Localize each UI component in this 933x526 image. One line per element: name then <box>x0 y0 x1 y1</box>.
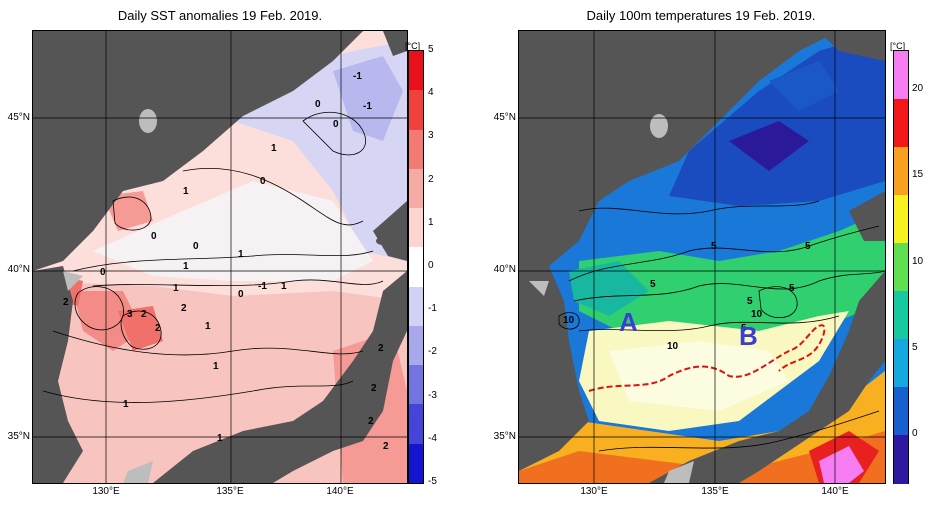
contour-label: -1 <box>353 71 362 82</box>
sst-colorbar-segment <box>409 51 423 91</box>
temp-colorbar-segment <box>894 51 908 100</box>
contour-label: 1 <box>183 186 189 197</box>
lon-label: 130°E <box>92 486 120 497</box>
sst-anomaly-map: -1 -1 0 0 1 0 1 1 0 0 2 1 1 0 -1 1 2 3 2… <box>32 30 408 484</box>
lat-label: 40°N <box>7 264 30 275</box>
lat-label: 35°N <box>7 431 30 442</box>
marker-a: A <box>619 307 638 337</box>
sst-colorbar-segment <box>409 443 423 484</box>
sst-colorbar-tick: -4 <box>428 432 437 444</box>
contour-label: 1 <box>217 433 223 444</box>
sst-colorbar-segment <box>409 325 423 366</box>
temp-100m-colorbar <box>893 50 909 484</box>
contour-label: 0 <box>333 119 339 130</box>
contour-label: 1 <box>173 283 179 294</box>
sst-colorbar-tick: 4 <box>428 87 434 99</box>
sst-colorbar-tick: -5 <box>428 476 437 487</box>
contour-label: 0 <box>151 231 157 242</box>
sst-colorbar-segment <box>409 208 423 248</box>
contour-label: 5 <box>650 279 656 290</box>
lon-label: 135°E <box>701 486 729 497</box>
contour-label: 0 <box>100 267 106 278</box>
contour-label: 1 <box>238 249 244 260</box>
contour-label: 2 <box>141 309 147 320</box>
temp-colorbar-tick: 10 <box>912 255 924 267</box>
contour-label: 2 <box>371 383 377 394</box>
temp-colorbar-segment <box>894 147 908 196</box>
lat-label: 45°N <box>7 112 30 123</box>
sst-colorbar-tick: -1 <box>428 303 437 315</box>
contour-label: 2 <box>63 297 69 308</box>
contour-label: 0 <box>315 99 321 110</box>
contour-label: 10 <box>563 315 575 326</box>
contour-label: 2 <box>368 416 374 427</box>
temp-colorbar-segment <box>894 387 908 436</box>
temp-colorbar-segment <box>894 99 908 148</box>
temp-colorbar-tick: 20 <box>912 82 924 94</box>
contour-label: 1 <box>205 321 211 332</box>
sst-colorbar-tick: 3 <box>428 130 434 142</box>
contour-label: 2 <box>378 343 384 354</box>
temp-colorbar-unit: [°C] <box>890 41 906 51</box>
contour-label: 2 <box>181 303 187 314</box>
contour-label: 5 <box>747 296 753 307</box>
contour-label: 1 <box>183 261 189 272</box>
sst-colorbar-segment <box>409 90 423 131</box>
right-panel-title: Daily 100m temperatures 19 Feb. 2019. <box>586 8 816 23</box>
sst-colorbar-segment <box>409 365 423 405</box>
sst-colorbar-unit: [°C] <box>405 41 421 51</box>
sst-colorbar-segment <box>409 129 423 170</box>
lon-label: 130°E <box>580 486 608 497</box>
contour-label: 1 <box>281 281 287 292</box>
sst-colorbar-tick: 5 <box>428 44 434 55</box>
contour-label: 1 <box>271 143 277 154</box>
sst-colorbar-segment <box>409 247 423 288</box>
sst-colorbar-segment <box>409 286 423 327</box>
temp-colorbar-segment <box>894 435 908 484</box>
temp-100m-map-graphic <box>519 31 885 483</box>
lat-label: 40°N <box>493 264 516 275</box>
temp-colorbar-segment <box>894 339 908 388</box>
sst-colorbar-segment <box>409 404 423 445</box>
contour-label: 10 <box>667 341 679 352</box>
temp-colorbar-segment <box>894 291 908 340</box>
sst-colorbar-tick: -2 <box>428 346 437 358</box>
left-panel-title: Daily SST anomalies 19 Feb. 2019. <box>117 8 323 23</box>
sst-colorbar-segment <box>409 168 423 209</box>
temp-colorbar-segment <box>894 195 908 244</box>
sst-colorbar-tick: 2 <box>428 173 434 185</box>
contour-label: -1 <box>363 101 372 112</box>
temp-100m-map: 5 5 5 5 5 10 10 10 5 A B <box>518 30 886 484</box>
contour-label: 5 <box>741 323 747 334</box>
sst-anomaly-colorbar <box>408 50 424 484</box>
contour-label: 10 <box>751 309 763 320</box>
sst-anomaly-map-graphic <box>33 31 407 483</box>
sst-colorbar-tick: -3 <box>428 389 437 401</box>
contour-label: -1 <box>258 281 267 292</box>
lat-label: 45°N <box>493 112 516 123</box>
contour-label: 5 <box>805 241 811 252</box>
lon-label: 135°E <box>216 486 244 497</box>
sst-colorbar-tick: 0 <box>428 260 434 271</box>
temp-colorbar-tick: 15 <box>912 169 924 181</box>
temp-colorbar-tick: 5 <box>912 342 918 354</box>
lon-label: 140°E <box>326 486 354 497</box>
contour-label: 1 <box>213 361 219 372</box>
lon-label: 140°E <box>821 486 849 497</box>
temp-colorbar-tick: 0 <box>912 428 918 440</box>
contour-label: 2 <box>155 323 161 334</box>
temp-colorbar-segment <box>894 243 908 292</box>
contour-label: 2 <box>383 441 389 452</box>
lat-label: 35°N <box>493 431 516 442</box>
contour-label: 5 <box>789 283 795 294</box>
contour-label: 5 <box>711 241 717 252</box>
sst-colorbar-tick: 1 <box>428 216 434 228</box>
contour-label: 0 <box>238 289 244 300</box>
contour-label: 0 <box>260 176 266 187</box>
contour-label: 0 <box>193 241 199 252</box>
marker-b: B <box>739 321 758 351</box>
contour-label: 1 <box>123 399 129 410</box>
contour-label: 3 <box>127 309 133 320</box>
